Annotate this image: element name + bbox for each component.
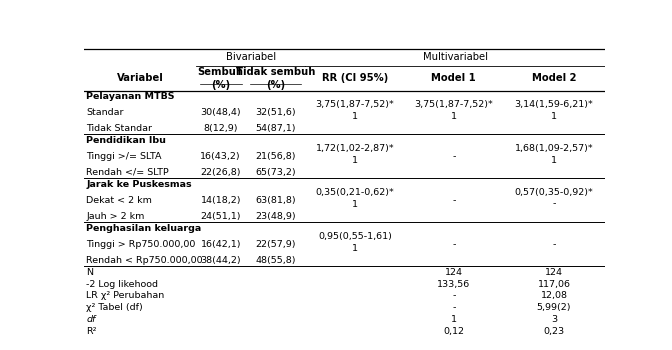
Text: 30(48,4): 30(48,4) [200, 108, 241, 117]
Text: 0,12: 0,12 [444, 327, 464, 336]
Text: LR χ² Perubahan: LR χ² Perubahan [86, 291, 165, 300]
Text: 38(44,2): 38(44,2) [200, 256, 241, 265]
Text: 65(73,2): 65(73,2) [255, 168, 296, 177]
Text: -: - [452, 196, 456, 205]
Text: -: - [552, 240, 556, 249]
Text: -: - [452, 303, 456, 312]
Text: 3,75(1,87-7,52)*
1: 3,75(1,87-7,52)* 1 [415, 100, 493, 121]
Text: 1,72(1,02-2,87)*
1: 1,72(1,02-2,87)* 1 [315, 144, 394, 164]
Text: Standar: Standar [86, 108, 124, 117]
Text: N: N [86, 268, 93, 276]
Text: Variabel: Variabel [117, 74, 163, 83]
Text: 16(43,2): 16(43,2) [200, 152, 241, 161]
Text: 22(57,9): 22(57,9) [255, 240, 296, 249]
Text: Tidak Standar: Tidak Standar [86, 124, 152, 133]
Text: 12,08: 12,08 [540, 291, 568, 300]
Text: 124: 124 [445, 268, 463, 276]
Text: Jarak ke Puskesmas: Jarak ke Puskesmas [86, 180, 192, 189]
Text: 48(55,8): 48(55,8) [255, 256, 296, 265]
Text: 3: 3 [551, 315, 557, 324]
Text: Tinggi >/= SLTA: Tinggi >/= SLTA [86, 152, 161, 161]
Text: 23(48,9): 23(48,9) [255, 212, 296, 221]
Text: 21(56,8): 21(56,8) [255, 152, 296, 161]
Text: 63(81,8): 63(81,8) [255, 196, 296, 205]
Text: -2 Log likehood: -2 Log likehood [86, 280, 158, 288]
Text: -: - [452, 152, 456, 161]
Text: R²: R² [86, 327, 97, 336]
Text: 0,35(0,21-0,62)*
1: 0,35(0,21-0,62)* 1 [315, 188, 394, 209]
Text: 117,06: 117,06 [538, 280, 571, 288]
Text: Pelayanan MTBS: Pelayanan MTBS [86, 92, 175, 101]
Text: Sembuh
(%): Sembuh (%) [198, 67, 244, 90]
Text: Rendah </= SLTP: Rendah </= SLTP [86, 168, 169, 177]
Text: 0,23: 0,23 [544, 327, 564, 336]
Text: 22(26,8): 22(26,8) [200, 168, 241, 177]
Text: Model 1: Model 1 [431, 74, 476, 83]
Text: -: - [452, 291, 456, 300]
Text: Model 2: Model 2 [532, 74, 577, 83]
Text: Penghasilan keluarga: Penghasilan keluarga [86, 224, 202, 233]
Text: Tidak sembuh
(%): Tidak sembuh (%) [236, 67, 315, 90]
Text: 0,57(0,35-0,92)*
-: 0,57(0,35-0,92)* - [515, 188, 593, 209]
Text: 133,56: 133,56 [437, 280, 470, 288]
Text: 54(87,1): 54(87,1) [255, 124, 296, 133]
Text: 0,95(0,55-1,61)
1: 0,95(0,55-1,61) 1 [318, 232, 392, 252]
Text: Pendidikan Ibu: Pendidikan Ibu [86, 136, 166, 145]
Text: Dekat < 2 km: Dekat < 2 km [86, 196, 152, 205]
Text: 3,75(1,87-7,52)*
1: 3,75(1,87-7,52)* 1 [315, 100, 394, 121]
Text: RR (CI 95%): RR (CI 95%) [322, 74, 388, 83]
Text: 1: 1 [451, 315, 457, 324]
Text: 1,68(1,09-2,57)*
1: 1,68(1,09-2,57)* 1 [515, 144, 593, 164]
Text: -: - [452, 240, 456, 249]
Text: df: df [86, 315, 95, 324]
Text: 16(42,1): 16(42,1) [200, 240, 241, 249]
Text: 124: 124 [545, 268, 563, 276]
Text: Jauh > 2 km: Jauh > 2 km [86, 212, 144, 221]
Text: Rendah < Rp750.000,00: Rendah < Rp750.000,00 [86, 256, 203, 265]
Text: 32(51,6): 32(51,6) [255, 108, 296, 117]
Text: χ² Tabel (df): χ² Tabel (df) [86, 303, 143, 312]
Text: 8(12,9): 8(12,9) [204, 124, 238, 133]
Text: Tinggi > Rp750.000,00: Tinggi > Rp750.000,00 [86, 240, 196, 249]
Text: Bivariabel: Bivariabel [226, 52, 276, 63]
Text: 14(18,2): 14(18,2) [200, 196, 241, 205]
Text: 3,14(1,59-6,21)*
1: 3,14(1,59-6,21)* 1 [515, 100, 593, 121]
Text: 24(51,1): 24(51,1) [200, 212, 241, 221]
Text: 5,99(2): 5,99(2) [537, 303, 571, 312]
Text: Multivariabel: Multivariabel [423, 52, 488, 63]
